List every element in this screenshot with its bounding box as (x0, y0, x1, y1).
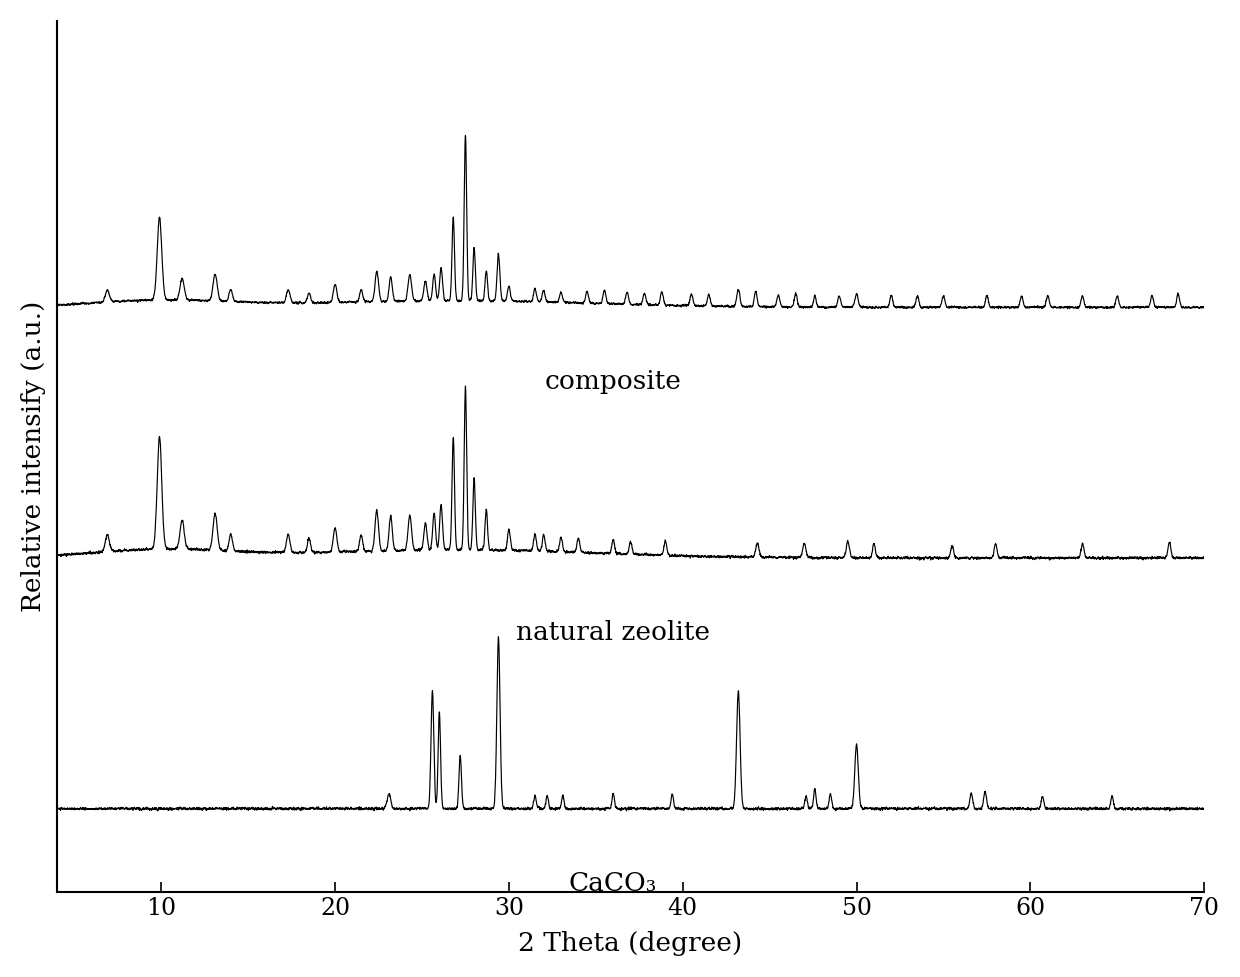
X-axis label: 2 Theta (degree): 2 Theta (degree) (518, 931, 743, 956)
Y-axis label: Relative intensify (a.u.): Relative intensify (a.u.) (21, 301, 46, 613)
Text: natural zeolite: natural zeolite (516, 620, 711, 645)
Text: CaCO₃: CaCO₃ (569, 871, 657, 896)
Text: composite: composite (544, 369, 682, 395)
